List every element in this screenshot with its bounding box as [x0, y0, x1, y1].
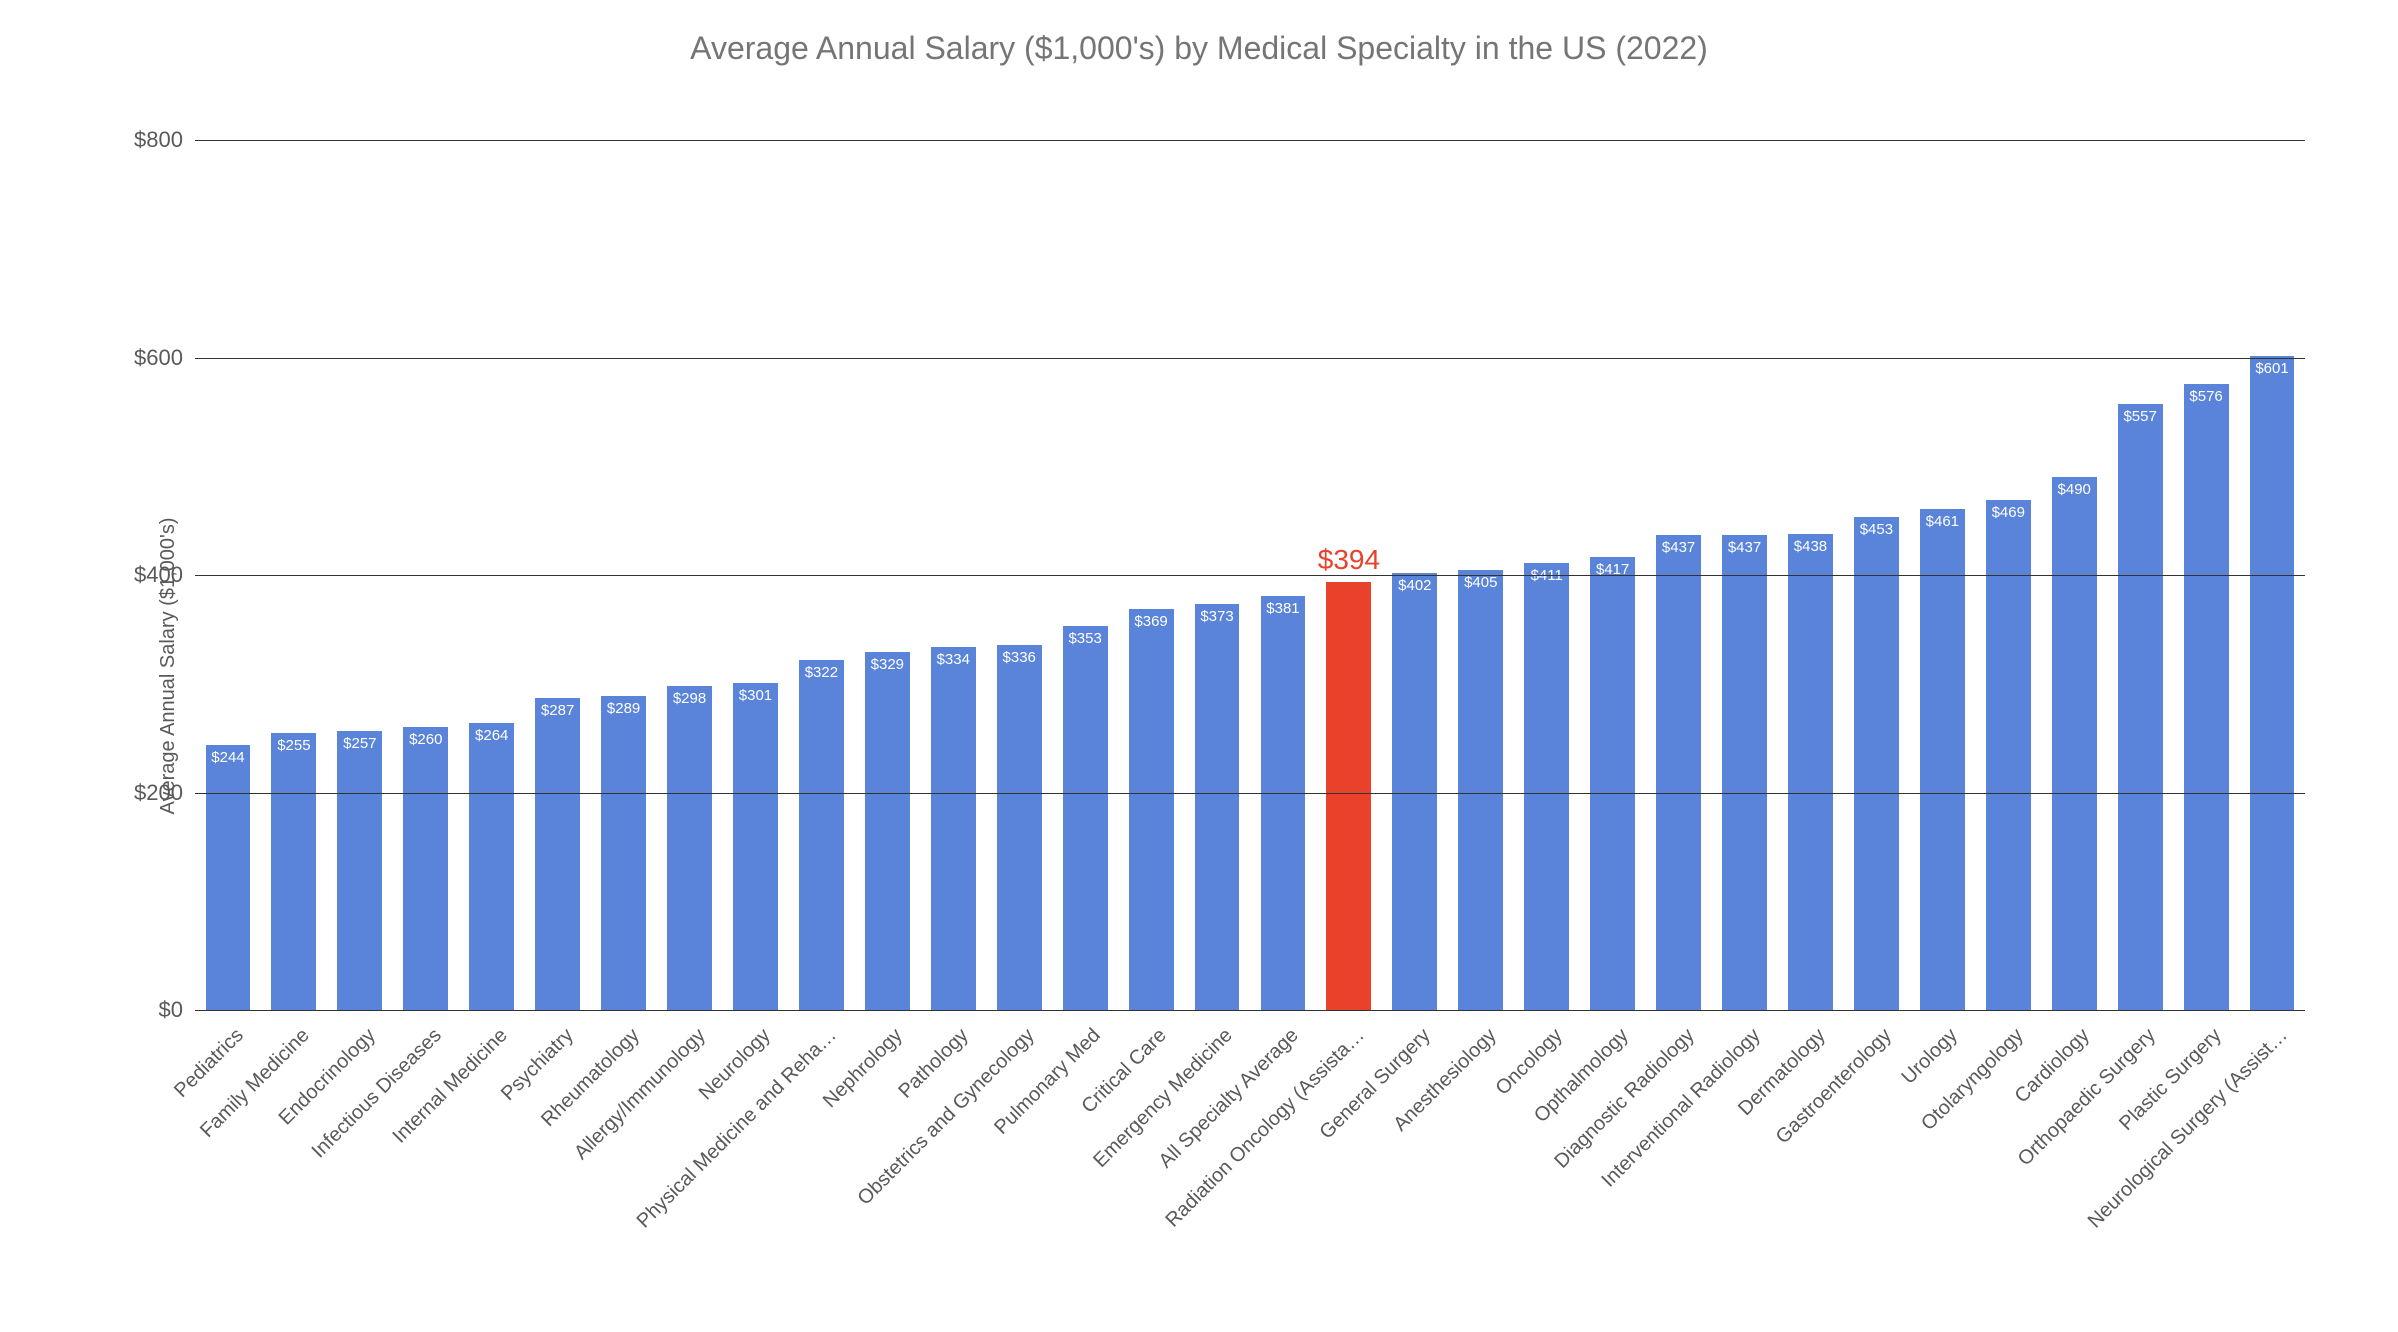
bar-value-label: $576 — [2189, 388, 2222, 405]
x-label-slot: Cardiology — [2041, 1020, 2107, 1310]
bar: $336 — [997, 645, 1042, 1010]
bar: $287 — [535, 698, 580, 1010]
y-tick-label: $400 — [134, 562, 183, 588]
bar: $402 — [1392, 573, 1437, 1010]
bar-value-label: $289 — [607, 700, 640, 717]
bar-value-label: $298 — [673, 690, 706, 707]
salary-bar-chart: Average Annual Salary ($1,000's) by Medi… — [0, 0, 2398, 1332]
y-tick-label: $600 — [134, 345, 183, 371]
x-label-slot: Family Medicine — [261, 1020, 327, 1310]
bar-value-label: $257 — [343, 735, 376, 752]
bar-value-label: $260 — [409, 731, 442, 748]
bar: $469 — [1986, 500, 2031, 1010]
gridline — [195, 575, 2305, 576]
bar: $411 — [1524, 563, 1569, 1010]
bar-value-label: $329 — [871, 656, 904, 673]
bar: $353 — [1063, 626, 1108, 1010]
x-label-slot: Neurology — [723, 1020, 789, 1310]
bar-value-label: $601 — [2255, 360, 2288, 377]
bar: $453 — [1854, 517, 1899, 1010]
gridline — [195, 1010, 2305, 1011]
bar: $437 — [1656, 535, 1701, 1010]
bar-value-label: $369 — [1134, 613, 1167, 630]
bar-value-label: $336 — [1003, 649, 1036, 666]
bar: $301 — [733, 683, 778, 1010]
x-label-slot: Radiation Oncology (Assista… — [1316, 1020, 1382, 1310]
bar: $438 — [1788, 534, 1833, 1010]
bar-value-label: $381 — [1266, 600, 1299, 617]
bar-value-label: $402 — [1398, 577, 1431, 594]
bar: $576 — [2184, 384, 2229, 1010]
x-label-slot: Anesthesiology — [1448, 1020, 1514, 1310]
bar: $417 — [1590, 557, 1635, 1010]
x-label-slot: Internal Medicine — [459, 1020, 525, 1310]
bar-value-label: $394 — [1318, 544, 1380, 576]
bar: $255 — [271, 733, 316, 1010]
bar-value-label: $301 — [739, 687, 772, 704]
bar: $369 — [1129, 609, 1174, 1010]
bar-value-label: $373 — [1200, 608, 1233, 625]
x-label-slot: Physical Medicine and Reha… — [788, 1020, 854, 1310]
bar: $394 — [1326, 582, 1371, 1010]
bar: $381 — [1261, 596, 1306, 1010]
bar: $298 — [667, 686, 712, 1010]
x-label-slot: Interventional Radiology — [1712, 1020, 1778, 1310]
x-label-slot: Endocrinology — [327, 1020, 393, 1310]
bar-value-label: $461 — [1926, 513, 1959, 530]
bar: $257 — [337, 731, 382, 1010]
x-label-slot: Infectious Diseases — [393, 1020, 459, 1310]
bar: $334 — [931, 647, 976, 1010]
bar: $264 — [469, 723, 514, 1010]
bar-value-label: $438 — [1794, 538, 1827, 555]
x-label-slot: Plastic Surgery — [2173, 1020, 2239, 1310]
plot-area: $244 $255 $257 $260 $264 $287 $289 $298 $301 $322… — [195, 140, 2305, 1010]
bar: $373 — [1195, 604, 1240, 1010]
x-label-slot: Neurological Surgery (Assist… — [2239, 1020, 2305, 1310]
x-label-slot: Psychiatry — [525, 1020, 591, 1310]
bar-value-label: $334 — [937, 651, 970, 668]
x-label-slot: Gastroenterology — [1843, 1020, 1909, 1310]
bar: $490 — [2052, 477, 2097, 1010]
x-label-slot: Rheumatology — [591, 1020, 657, 1310]
bar-value-label: $437 — [1728, 539, 1761, 556]
bar: $461 — [1920, 509, 1965, 1010]
bar-value-label: $322 — [805, 664, 838, 681]
bar: $601 — [2250, 356, 2295, 1010]
x-label-slot: Diagnostic Radiology — [1646, 1020, 1712, 1310]
bar-value-label: $255 — [277, 737, 310, 754]
bar-value-label: $287 — [541, 702, 574, 719]
bar: $329 — [865, 652, 910, 1010]
bar-value-label: $557 — [2123, 408, 2156, 425]
x-label-slot: Pediatrics — [195, 1020, 261, 1310]
x-label-slot: Dermatology — [1778, 1020, 1844, 1310]
bar-value-label: $437 — [1662, 539, 1695, 556]
bar-value-label: $405 — [1464, 574, 1497, 591]
x-label-slot: All Specialty Average — [1250, 1020, 1316, 1310]
gridline — [195, 140, 2305, 141]
x-axis-labels: PediatricsFamily MedicineEndocrinologyIn… — [195, 1020, 2305, 1310]
x-label-slot: Urology — [1909, 1020, 1975, 1310]
bar: $260 — [403, 727, 448, 1010]
bar-value-label: $453 — [1860, 521, 1893, 538]
chart-title: Average Annual Salary ($1,000's) by Medi… — [0, 30, 2398, 67]
bar-value-label: $490 — [2058, 481, 2091, 498]
y-tick-label: $200 — [134, 780, 183, 806]
gridline — [195, 793, 2305, 794]
bar-value-label: $264 — [475, 727, 508, 744]
bar: $405 — [1458, 570, 1503, 1010]
bar: $557 — [2118, 404, 2163, 1010]
x-label-slot: Pathology — [920, 1020, 986, 1310]
bar-value-label: $353 — [1068, 630, 1101, 647]
bar: $289 — [601, 696, 646, 1010]
bar-value-label: $469 — [1992, 504, 2025, 521]
bar: $437 — [1722, 535, 1767, 1010]
y-tick-label: $0 — [159, 997, 183, 1023]
y-tick-label: $800 — [134, 127, 183, 153]
bar: $322 — [799, 660, 844, 1010]
bar: $244 — [206, 745, 251, 1010]
x-label-slot: General Surgery — [1382, 1020, 1448, 1310]
x-label-slot: Obstetrics and Gynecology — [986, 1020, 1052, 1310]
gridline — [195, 358, 2305, 359]
bar-value-label: $244 — [211, 749, 244, 766]
